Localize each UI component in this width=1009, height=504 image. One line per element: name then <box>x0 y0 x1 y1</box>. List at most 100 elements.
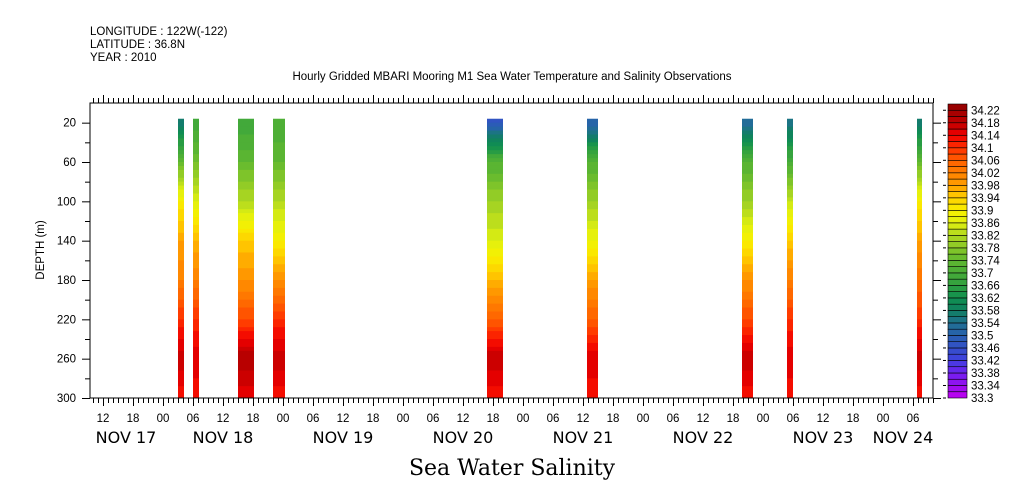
salinity-cell <box>787 213 793 218</box>
salinity-cell <box>178 299 184 305</box>
salinity-cell <box>787 193 793 198</box>
salinity-cell <box>487 181 503 187</box>
salinity-cell <box>273 272 285 277</box>
salinity-cell <box>587 350 598 356</box>
salinity-cell <box>787 252 793 257</box>
salinity-cell <box>587 201 598 206</box>
salinity-cell <box>273 205 285 210</box>
salinity-cell <box>917 319 922 324</box>
salinity-cell <box>178 283 184 289</box>
salinity-cell <box>193 394 199 399</box>
salinity-cell <box>238 138 254 143</box>
salinity-cell <box>917 335 922 340</box>
colorbar-swatch <box>947 197 968 205</box>
colorbar-swatch <box>947 278 968 286</box>
salinity-cell <box>587 138 598 143</box>
salinity-cell <box>787 169 793 175</box>
salinity-cell <box>178 339 184 344</box>
salinity-cell <box>742 154 753 159</box>
salinity-cell <box>193 346 199 352</box>
salinity-cell <box>742 307 753 312</box>
salinity-cell <box>917 307 922 312</box>
salinity-cell <box>787 276 793 281</box>
colorbar-swatch <box>947 122 968 130</box>
salinity-cell <box>742 142 753 147</box>
salinity-cell <box>787 150 793 155</box>
salinity-cell <box>917 240 922 246</box>
salinity-cell <box>273 319 285 324</box>
salinity-cell <box>178 291 184 297</box>
salinity-cell <box>787 362 793 368</box>
salinity-cell <box>178 126 184 132</box>
salinity-cell <box>787 354 793 360</box>
salinity-cell <box>917 122 922 128</box>
salinity-cell <box>238 362 254 368</box>
x-day-label: NOV 19 <box>313 428 374 447</box>
salinity-cell <box>742 244 753 250</box>
salinity-cell <box>917 280 922 285</box>
salinity-cell <box>487 134 503 139</box>
salinity-cell <box>787 134 793 139</box>
colorbar-label: 33.3 <box>971 393 993 405</box>
salinity-cell <box>273 287 285 293</box>
salinity-cell <box>487 260 503 265</box>
x-tick-label: 18 <box>727 413 740 425</box>
salinity-cell <box>742 236 753 242</box>
salinity-cell <box>273 276 285 281</box>
salinity-cell <box>587 346 598 352</box>
salinity-cell <box>787 240 793 246</box>
salinity-cell <box>587 197 598 202</box>
salinity-cell <box>487 201 503 206</box>
colorbar-swatch <box>947 210 968 217</box>
salinity-cell <box>238 315 254 320</box>
salinity-cell <box>238 303 254 309</box>
colorbar: 34.2234.1834.1434.134.0634.0233.9833.943… <box>943 103 1000 405</box>
salinity-cell <box>273 327 285 332</box>
salinity-cell <box>178 331 184 336</box>
salinity-cell <box>238 193 254 198</box>
salinity-cell <box>273 150 285 155</box>
salinity-cell <box>273 158 285 163</box>
salinity-cell <box>787 370 793 375</box>
salinity-cell <box>742 150 753 155</box>
salinity-cell <box>238 374 254 379</box>
profile-bar <box>487 118 503 399</box>
salinity-cell <box>587 130 598 135</box>
salinity-cell <box>742 374 753 379</box>
salinity-cell <box>742 169 753 175</box>
salinity-cell <box>178 173 184 179</box>
salinity-cell <box>178 378 184 383</box>
salinity-cell <box>273 315 285 320</box>
salinity-cell <box>487 303 503 309</box>
salinity-cell <box>787 232 793 238</box>
colorbar-swatch <box>947 116 968 124</box>
salinity-cell <box>587 217 598 222</box>
salinity-cell <box>587 378 598 383</box>
salinity-cell <box>742 130 753 135</box>
colorbar-swatch <box>947 272 968 280</box>
colorbar-label: 33.38 <box>971 368 1000 380</box>
salinity-cell <box>193 335 199 340</box>
salinity-cell <box>487 173 503 179</box>
salinity-cell <box>193 162 199 167</box>
salinity-cell <box>273 217 285 222</box>
salinity-cell <box>193 201 199 206</box>
salinity-cell <box>917 272 922 277</box>
colorbar-swatch <box>947 228 968 236</box>
salinity-cell <box>273 339 285 344</box>
colorbar-swatch <box>947 328 968 336</box>
salinity-cell <box>178 162 184 167</box>
salinity-cell <box>917 165 922 171</box>
salinity-cell <box>787 165 793 171</box>
colorbar-swatch <box>947 285 968 292</box>
salinity-cell <box>487 126 503 132</box>
salinity-cell <box>193 213 199 218</box>
salinity-cell <box>193 217 199 222</box>
colorbar-label: 33.34 <box>971 380 1000 392</box>
salinity-cell <box>787 142 793 147</box>
salinity-cell <box>487 358 503 364</box>
salinity-cell <box>917 342 922 348</box>
salinity-cell <box>917 228 922 234</box>
colorbar-swatch <box>947 360 968 368</box>
